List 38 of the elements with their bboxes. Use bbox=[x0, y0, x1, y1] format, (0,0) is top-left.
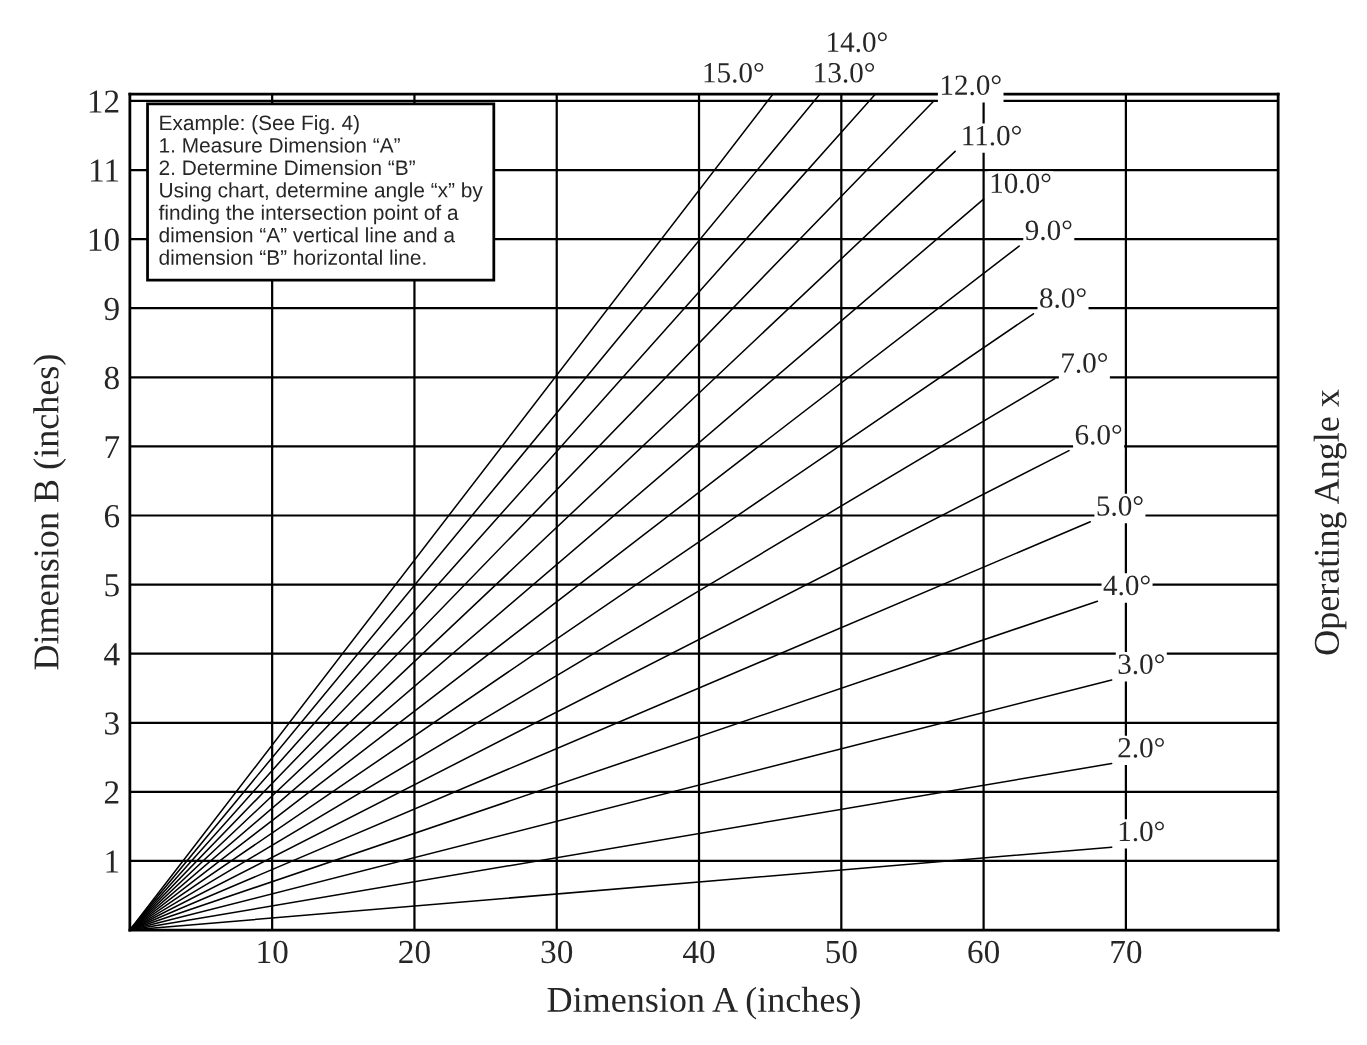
x-tick-label: 50 bbox=[826, 940, 857, 964]
series-label: 8.0° bbox=[1040, 288, 1086, 308]
x-tick-label: 40 bbox=[683, 940, 715, 964]
x-tick-label: 10 bbox=[258, 940, 288, 964]
y-tick-label: 3 bbox=[105, 712, 119, 735]
y-tick-label: 8 bbox=[104, 366, 119, 390]
series-label: 10.0° bbox=[991, 173, 1051, 194]
series-label: 7.0° bbox=[1062, 353, 1107, 373]
series-label: 15.0° bbox=[704, 62, 764, 83]
series-label: 14.0° bbox=[828, 32, 887, 53]
y-tick-label: 7 bbox=[105, 436, 120, 458]
y-tick-label: 9 bbox=[104, 297, 119, 321]
series-label: 13.0° bbox=[815, 62, 875, 83]
annotation: Example: (See Fig. 4) 1. Measure Dimension “A” 2. Determine Dimension “B” Using chart, determine angle “x” by finding the intersection point of a dimension “A” vertical line and a dimension “B” horizontal line. bbox=[158, 114, 483, 265]
x-tick-label: 70 bbox=[1111, 940, 1142, 964]
series-label: 1.0° bbox=[1119, 821, 1164, 842]
series-label: 5.0° bbox=[1097, 496, 1143, 516]
y-tick-label: 5 bbox=[105, 574, 119, 597]
x-tick-label: 20 bbox=[399, 940, 430, 964]
series-label: 9.0° bbox=[1025, 220, 1072, 241]
y-axis-title: Dimension B (inches) bbox=[33, 355, 66, 670]
y-tick-label: 4 bbox=[104, 643, 120, 666]
y-tick-label: 12 bbox=[89, 90, 119, 113]
y-tick-label: 2 bbox=[104, 781, 119, 804]
y-tick-label: 1 bbox=[106, 850, 119, 873]
x-axis-title: Dimension A (inches) bbox=[547, 986, 860, 1020]
y-tick-label: 6 bbox=[104, 505, 120, 528]
y-tick-label: 11 bbox=[90, 159, 119, 182]
y-tick-label: 10 bbox=[89, 228, 119, 252]
y2-axis-title: Operating Angle x bbox=[1313, 389, 1347, 655]
x-tick-label: 30 bbox=[541, 940, 573, 964]
series-label: 11.0° bbox=[963, 125, 1021, 146]
x-tick-label: 60 bbox=[968, 940, 999, 964]
series-label: 2.0° bbox=[1118, 737, 1164, 758]
series-label: 4.0° bbox=[1103, 575, 1150, 596]
series-label: 12.0° bbox=[941, 75, 1001, 96]
series-label: 3.0° bbox=[1118, 654, 1164, 675]
series-label: 6.0° bbox=[1075, 424, 1122, 445]
